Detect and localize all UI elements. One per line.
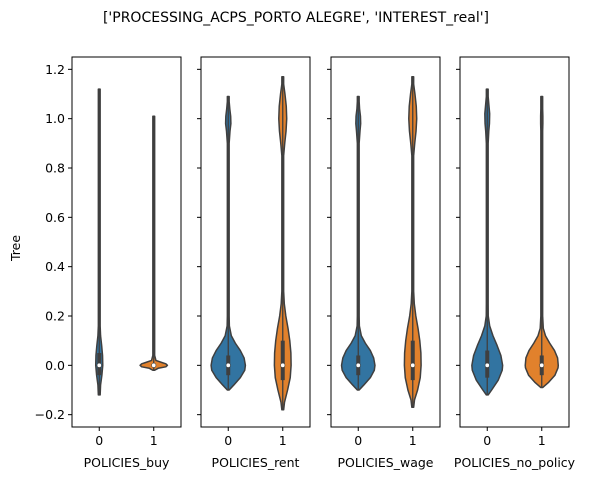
x-tick-label: 1 xyxy=(538,433,546,448)
x-tick-label: 1 xyxy=(150,433,158,448)
panel-2: 0 1 POLICIES_rent xyxy=(197,56,311,470)
violin-median-2-1 xyxy=(280,362,286,368)
violin-median-1-1 xyxy=(151,362,157,368)
x-axis-label-4: POLICIES_no_policy xyxy=(454,455,576,470)
panels-group: −0.2 0.0 0.2 0.4 0.6 0.8 1.0 1.2 0 1 POLICIES_buy 0… xyxy=(35,56,576,470)
violin-median-1-0 xyxy=(96,362,102,368)
violin-median-2-0 xyxy=(225,362,231,368)
y-tick-label: 0.6 xyxy=(45,210,65,225)
panel-frame-4 xyxy=(459,56,570,428)
panel-4: 0 1 POLICIES_no_policy xyxy=(454,56,576,470)
y-tick-label: −0.2 xyxy=(35,407,65,422)
y-tick-label: 0.4 xyxy=(45,259,65,274)
violin-median-3-0 xyxy=(355,362,361,368)
y-tick-label: 0.2 xyxy=(45,309,65,324)
panel-frame-2 xyxy=(200,56,311,428)
y-tick-label: 0.8 xyxy=(45,161,65,176)
chart-title: ['PROCESSING_ACPS_PORTO ALEGRE', 'INTERE… xyxy=(103,10,489,26)
panel-1: −0.2 0.0 0.2 0.4 0.6 0.8 1.0 1.2 0 1 POLICIES_buy xyxy=(35,56,182,470)
x-tick-label: 0 xyxy=(354,433,362,448)
x-axis-label-2: POLICIES_rent xyxy=(212,455,300,470)
y-tick-label: 0.0 xyxy=(45,358,65,373)
x-tick-label: 1 xyxy=(279,433,287,448)
y-tick-label: 1.0 xyxy=(45,111,65,126)
panel-frame-1 xyxy=(71,56,182,428)
violin-median-4-1 xyxy=(539,362,545,368)
x-axis-label-3: POLICIES_wage xyxy=(337,455,433,470)
violin-median-4-0 xyxy=(484,362,490,368)
violin-median-3-1 xyxy=(410,362,416,368)
x-axis-label-1: POLICIES_buy xyxy=(84,455,170,470)
y-axis-label: Tree xyxy=(8,235,23,262)
y-tick-label: 1.2 xyxy=(45,62,65,77)
x-tick-label: 0 xyxy=(224,433,232,448)
x-tick-label: 0 xyxy=(95,433,103,448)
x-tick-label: 0 xyxy=(483,433,491,448)
panel-frame-3 xyxy=(330,56,441,428)
x-tick-label: 1 xyxy=(409,433,417,448)
panel-3: 0 1 POLICIES_wage xyxy=(327,56,441,470)
